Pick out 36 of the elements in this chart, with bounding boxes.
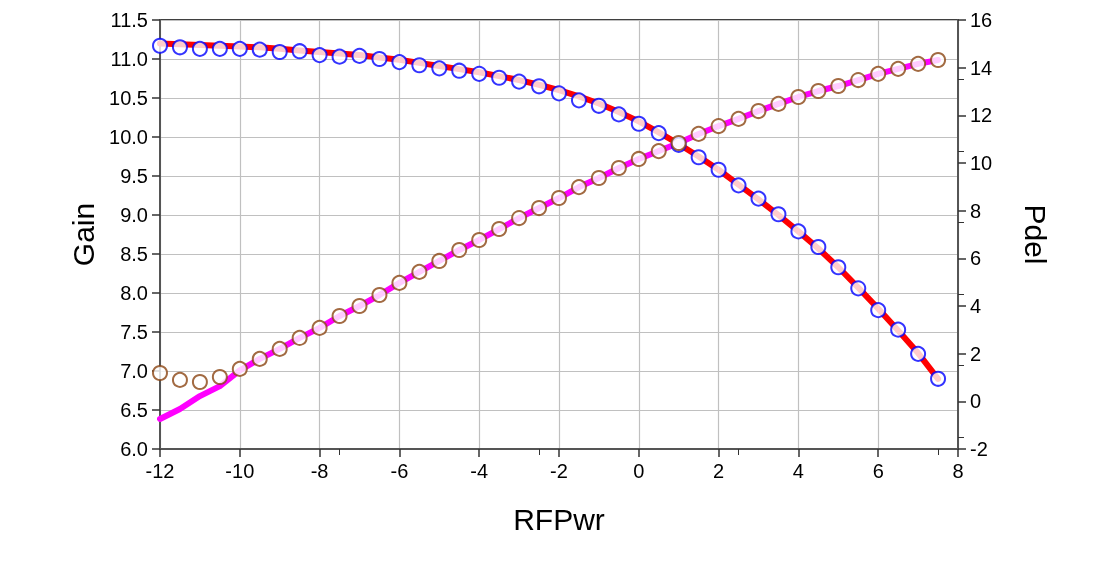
- y-axis-title: Gain: [66, 202, 100, 267]
- y-tick-label: 10.5: [109, 87, 148, 109]
- x-tick-label: -10: [225, 460, 255, 482]
- x-tick-label: -2: [550, 460, 568, 482]
- y2-tick-label: 6: [970, 247, 982, 270]
- y-tick-label: 7.0: [120, 360, 148, 382]
- x-tick-label: -4: [470, 460, 489, 482]
- x-tick-label: 6: [872, 460, 884, 482]
- y2-tick-label: 2: [970, 342, 982, 365]
- y-tick-label: 9.0: [120, 204, 148, 226]
- x-tick-label: 2: [713, 460, 725, 482]
- y-tick-label: 6.5: [120, 399, 148, 421]
- y2-tick-label: 8: [970, 199, 982, 222]
- y2-tick-label: 16: [970, 9, 993, 31]
- y2-tick-label: 10: [970, 152, 993, 174]
- y2-tick-label: -2: [970, 438, 988, 460]
- y-tick-label: 11.5: [110, 9, 148, 31]
- x-tick-label: 8: [952, 460, 964, 482]
- x-tick-label: -8: [310, 460, 329, 482]
- y2-tick-label: 12: [970, 104, 993, 127]
- y2-axis-title: Pdel: [1018, 204, 1052, 265]
- x-tick-label: -6: [390, 460, 409, 482]
- y-tick-label: 10.0: [109, 126, 148, 148]
- y2-tick-label: 0: [970, 390, 982, 413]
- y2-tick-label: 14: [970, 56, 993, 79]
- y2-tick-label: 4: [970, 295, 982, 317]
- x-axis-title: RFPwr: [513, 502, 605, 536]
- x-tick-label: -12: [145, 460, 175, 482]
- y-tick-label: 8.0: [120, 282, 148, 304]
- y-tick-label: 11.0: [110, 48, 148, 70]
- y-tick-label: 8.5: [120, 243, 148, 265]
- y-tick-label: 6.0: [120, 438, 148, 460]
- y-tick-label: 7.5: [120, 321, 148, 343]
- x-tick-label: 0: [633, 460, 645, 482]
- x-tick-label: 4: [792, 460, 804, 482]
- y-tick-label: 9.5: [120, 165, 148, 187]
